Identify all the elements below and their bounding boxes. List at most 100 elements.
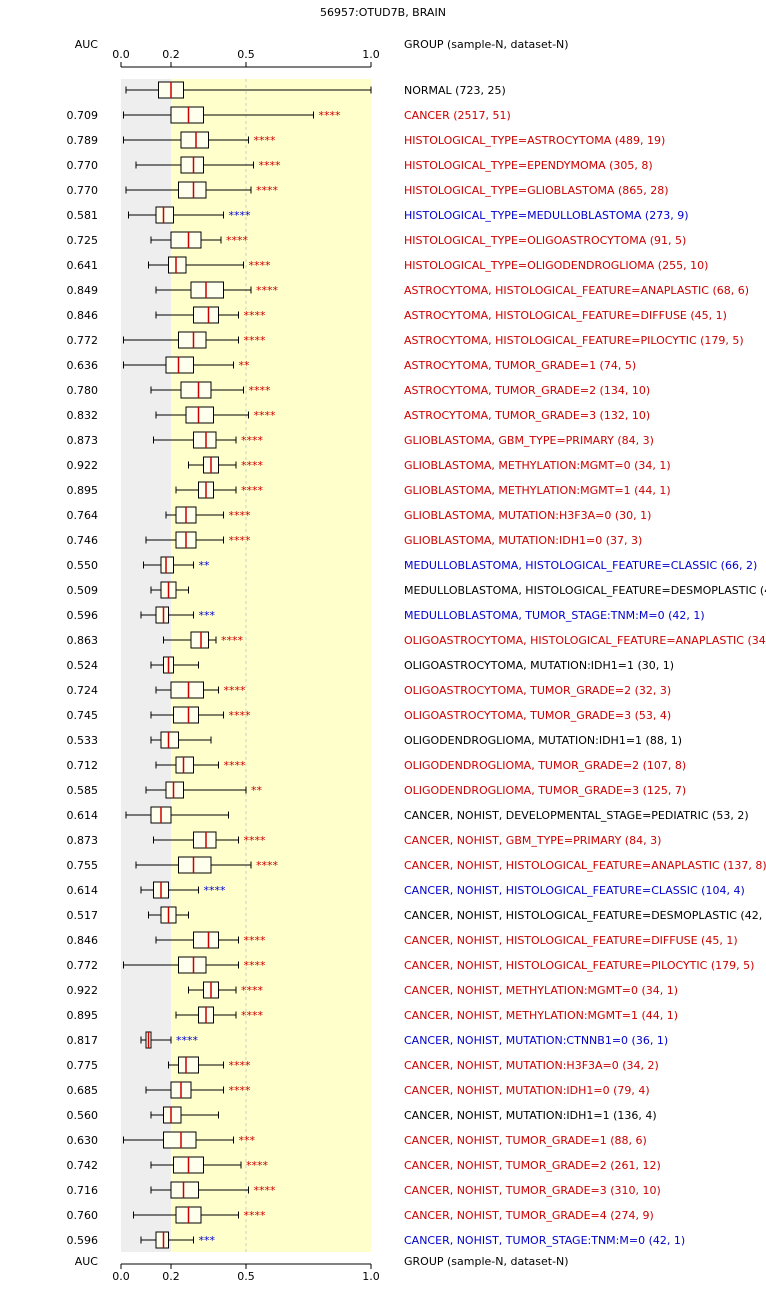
significance-stars: **** <box>244 1209 267 1222</box>
group-label: CANCER, NOHIST, HISTOLOGICAL_FEATURE=PIL… <box>404 959 754 972</box>
group-label: ASTROCYTOMA, HISTOLOGICAL_FEATURE=PILOCY… <box>404 334 744 347</box>
box-row: **** 0.746 GLIOBLASTOMA, MUTATION:IDH1=0 (… <box>67 531 642 549</box>
iqr-box <box>155 206 174 224</box>
significance-stars: **** <box>246 1159 269 1172</box>
box-row: **** 0.895 GLIOBLASTOMA, METHYLATION:MGMT=… <box>67 481 671 499</box>
auc-value: 0.725 <box>67 234 99 247</box>
significance-stars: **** <box>319 109 342 122</box>
significance-stars: **** <box>244 334 267 347</box>
significance-stars: **** <box>249 384 272 397</box>
iqr-box <box>165 356 194 374</box>
iqr-box <box>163 1106 182 1124</box>
significance-stars: *** <box>239 1134 256 1147</box>
auc-value: 0.895 <box>67 484 99 497</box>
box-row: **** 0.760 CANCER, NOHIST, TUMOR_GRADE=4 (… <box>67 1206 654 1224</box>
significance-stars: *** <box>199 1234 216 1247</box>
auc-value: 0.550 <box>67 559 99 572</box>
iqr-box <box>160 556 174 574</box>
group-label: ASTROCYTOMA, TUMOR_GRADE=1 (74, 5) <box>404 359 636 372</box>
group-label: ASTROCYTOMA, TUMOR_GRADE=3 (132, 10) <box>404 409 650 422</box>
box-row: *** 0.596 MEDULLOBLASTOMA, TUMOR_STAGE:TNM… <box>67 606 705 624</box>
box-row: **** 0.846 CANCER, NOHIST, HISTOLOGICAL_FE… <box>67 931 738 949</box>
box-row: 0.517 CANCER, NOHIST, HISTOLOGICAL_FEATUR… <box>67 906 766 924</box>
auc-value: 0.764 <box>67 509 99 522</box>
significance-stars: **** <box>224 759 247 772</box>
group-label: CANCER, NOHIST, HISTOLOGICAL_FEATURE=DES… <box>404 909 766 922</box>
auc-value: 0.846 <box>67 309 99 322</box>
iqr-box <box>178 1056 199 1074</box>
auc-value: 0.922 <box>67 984 99 997</box>
box-row: **** 0.742 CANCER, NOHIST, TUMOR_GRADE=2 (… <box>67 1156 661 1174</box>
box-row: **** 0.863 OLIGOASTROCYTOMA, HISTOLOGICAL_… <box>67 631 766 649</box>
significance-stars: **** <box>256 859 279 872</box>
auc-value: 0.849 <box>67 284 99 297</box>
significance-stars: ** <box>199 559 211 572</box>
auc-value: 0.685 <box>67 1084 99 1097</box>
box-row: **** 0.770 HISTOLOGICAL_TYPE=GLIOBLASTOMA … <box>67 181 669 199</box>
auc-value: 0.560 <box>67 1109 99 1122</box>
auc-value: 0.863 <box>67 634 99 647</box>
group-label: GLIOBLASTOMA, GBM_TYPE=PRIMARY (84, 3) <box>404 434 654 447</box>
auc-value: 0.636 <box>67 359 99 372</box>
significance-stars: **** <box>254 409 277 422</box>
auc-value: 0.760 <box>67 1209 99 1222</box>
group-label: CANCER, NOHIST, TUMOR_GRADE=3 (310, 10) <box>404 1184 661 1197</box>
iqr-box <box>180 131 209 149</box>
group-label: MEDULLOBLASTOMA, HISTOLOGICAL_FEATURE=DE… <box>404 584 766 597</box>
group-label: CANCER, NOHIST, METHYLATION:MGMT=1 (44, … <box>404 1009 678 1022</box>
axis-tick-label: 1.0 <box>362 1270 380 1283</box>
box-row: **** 0.846 ASTROCYTOMA, HISTOLOGICAL_FEATU… <box>67 306 727 324</box>
significance-stars: **** <box>229 534 252 547</box>
auc-header-top: AUC <box>75 38 99 51</box>
box-row: *** 0.596 CANCER, NOHIST, TUMOR_STAGE:TNM:… <box>67 1231 685 1249</box>
auc-value: 0.770 <box>67 184 99 197</box>
box-row: **** 0.641 HISTOLOGICAL_TYPE=OLIGODENDROGL… <box>67 256 708 274</box>
box-row: **** 0.849 ASTROCYTOMA, HISTOLOGICAL_FEATU… <box>67 281 749 299</box>
auc-value: 0.873 <box>67 434 99 447</box>
box-row: **** 0.817 CANCER, NOHIST, MUTATION:CTNNB1… <box>67 1031 668 1049</box>
iqr-box <box>180 381 212 399</box>
significance-stars: **** <box>224 684 247 697</box>
auc-value: 0.895 <box>67 1009 99 1022</box>
auc-value: 0.709 <box>67 109 99 122</box>
box-rows: NORMAL (723, 25) **** 0.709 CANCER (2517, 5… <box>67 81 766 1249</box>
significance-stars: **** <box>229 1059 252 1072</box>
group-label: CANCER, NOHIST, DEVELOPMENTAL_STAGE=PEDI… <box>404 809 749 822</box>
group-label: HISTOLOGICAL_TYPE=OLIGOASTROCYTOMA (91, … <box>404 234 686 247</box>
iqr-box <box>178 181 207 199</box>
box-row: ** 0.550 MEDULLOBLASTOMA, HISTOLOGICAL_FEA… <box>67 556 757 574</box>
box-row: **** 0.725 HISTOLOGICAL_TYPE=OLIGOASTROCYT… <box>67 231 686 249</box>
group-label: CANCER (2517, 51) <box>404 109 511 122</box>
box-row: **** 0.745 OLIGOASTROCYTOMA, TUMOR_GRADE=3… <box>67 706 671 724</box>
group-label: HISTOLOGICAL_TYPE=ASTROCYTOMA (489, 19) <box>404 134 665 147</box>
auc-value: 0.630 <box>67 1134 99 1147</box>
significance-stars: **** <box>244 934 267 947</box>
iqr-box <box>170 1181 199 1199</box>
box-row: 0.509 MEDULLOBLASTOMA, HISTOLOGICAL_FEATU… <box>67 581 766 599</box>
box-row: **** 0.780 ASTROCYTOMA, TUMOR_GRADE=2 (134… <box>67 381 650 399</box>
box-row: **** 0.922 CANCER, NOHIST, METHYLATION:MGM… <box>67 981 678 999</box>
box-row: **** 0.832 ASTROCYTOMA, TUMOR_GRADE=3 (132… <box>67 406 650 424</box>
auc-value: 0.596 <box>67 1234 99 1247</box>
iqr-box <box>178 856 212 874</box>
iqr-box <box>168 256 187 274</box>
auc-value: 0.770 <box>67 159 99 172</box>
auc-header-bottom: AUC <box>75 1255 99 1268</box>
group-label: OLIGOASTROCYTOMA, TUMOR_GRADE=3 (53, 4) <box>404 709 671 722</box>
group-label: CANCER, NOHIST, GBM_TYPE=PRIMARY (84, 3) <box>404 834 661 847</box>
auc-value: 0.780 <box>67 384 99 397</box>
group-label: CANCER, NOHIST, HISTOLOGICAL_FEATURE=DIF… <box>404 934 738 947</box>
chart-title: 56957:OTUD7B, BRAIN <box>320 6 446 19</box>
auc-value: 0.746 <box>67 534 99 547</box>
group-label: CANCER, NOHIST, METHYLATION:MGMT=0 (34, … <box>404 984 678 997</box>
group-label: OLIGOASTROCYTOMA, HISTOLOGICAL_FEATURE=A… <box>404 634 766 647</box>
auc-value: 0.509 <box>67 584 99 597</box>
group-label: CANCER, NOHIST, MUTATION:IDH1=0 (79, 4) <box>404 1084 650 1097</box>
auc-value: 0.712 <box>67 759 99 772</box>
group-label: CANCER, NOHIST, HISTOLOGICAL_FEATURE=ANA… <box>404 859 766 872</box>
group-label: NORMAL (723, 25) <box>404 84 506 97</box>
box-row: **** 0.712 OLIGODENDROGLIOMA, TUMOR_GRADE=… <box>67 756 686 774</box>
iqr-box <box>170 231 202 249</box>
significance-stars: **** <box>254 1184 277 1197</box>
